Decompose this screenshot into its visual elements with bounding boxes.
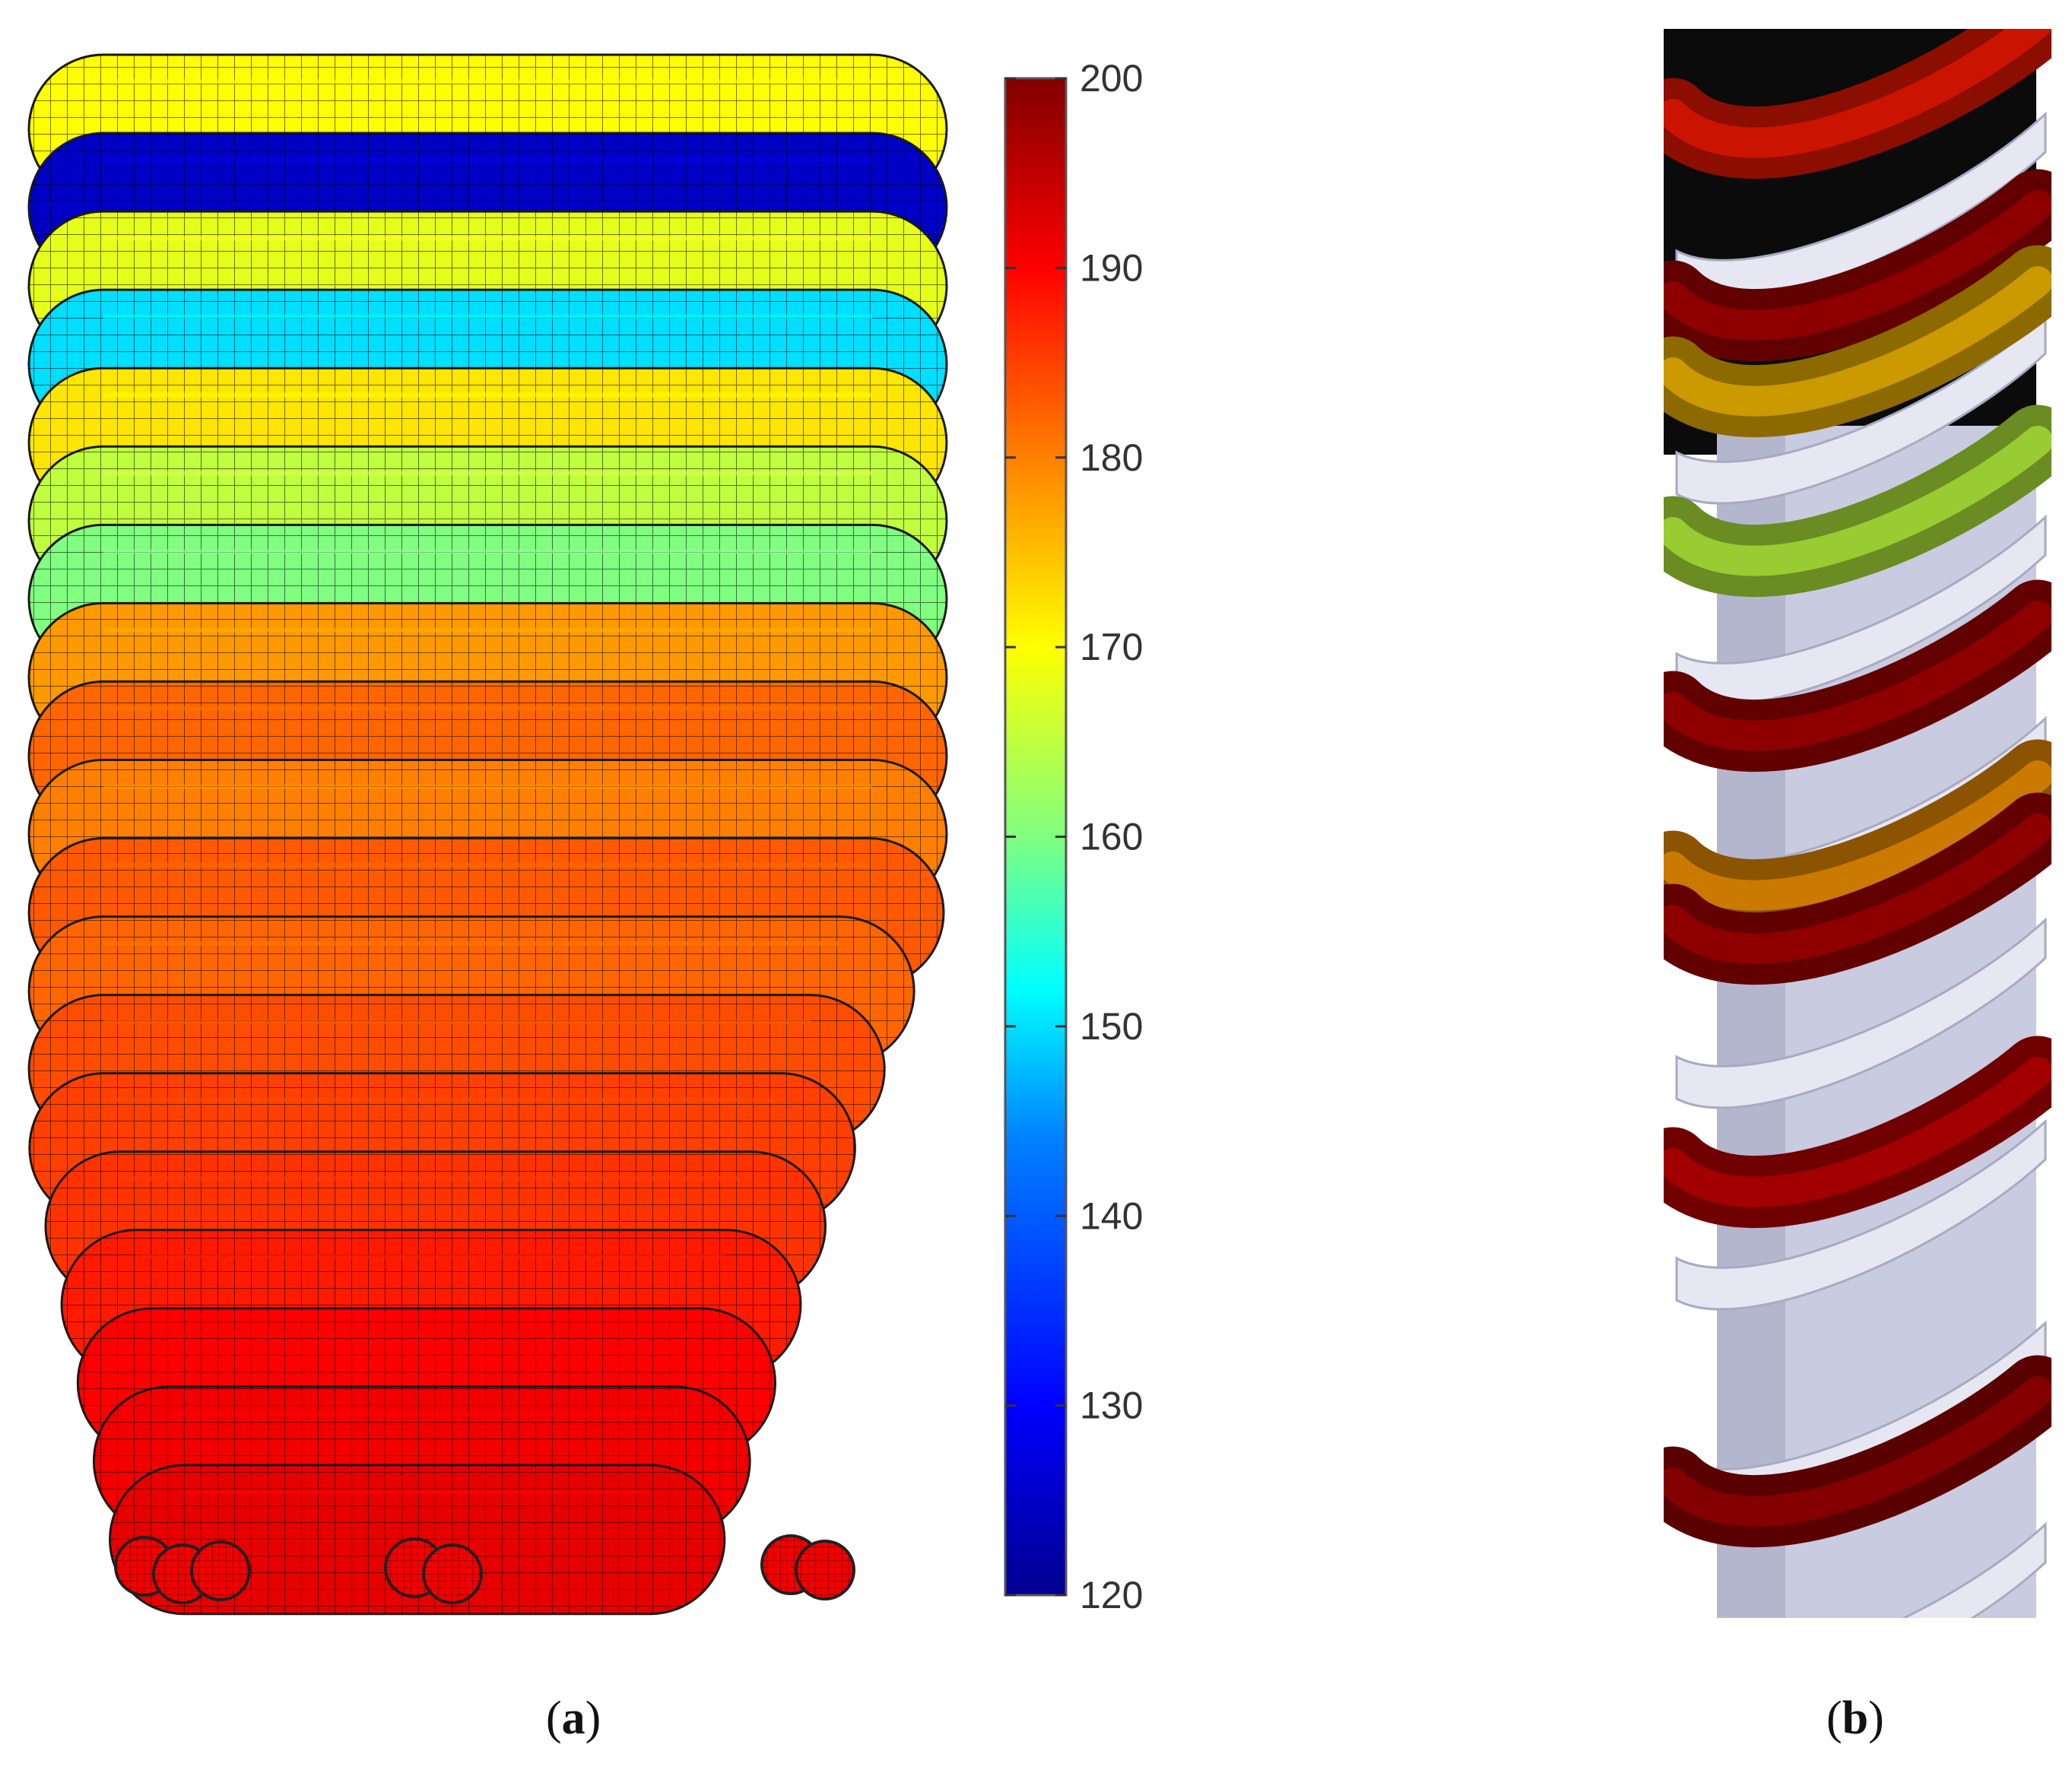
caption-a: (a): [546, 1692, 601, 1744]
streamtubes: [1664, 29, 2051, 1548]
colorbar-tick-label: 180: [1080, 436, 1143, 479]
streamtube-core: [1664, 760, 2051, 911]
streamtube-core: [1664, 814, 2051, 964]
colorbar-tick-label: 170: [1080, 626, 1143, 668]
coil-tube-ends: [114, 1534, 855, 1604]
colorbar: 200 190 180 170 160 150 140 130 120: [1004, 57, 1143, 1616]
shaft-flight: [1675, 917, 2047, 1109]
shaft-flight: [1675, 312, 2047, 505]
colorbar-tick-label: 190: [1080, 246, 1143, 289]
tube-end-mesh: [424, 1545, 481, 1603]
tube-end-mesh: [796, 1541, 854, 1599]
colorbar-ticks: 200 190 180 170 160 150 140 130 120: [1005, 57, 1143, 1616]
panel-a-coil-temperature-render: [27, 53, 948, 1616]
colorbar-tick-label: 140: [1080, 1194, 1143, 1237]
shaft-flight: [1901, 1521, 2047, 1618]
colorbar-tick-label: 160: [1080, 816, 1143, 858]
colorbar-tick-label: 200: [1080, 57, 1143, 100]
streamtube-core: [1664, 426, 2051, 576]
colorbar-tick-label: 150: [1080, 1005, 1143, 1048]
streamtube-core: [1664, 1057, 2051, 1207]
coil-layers: [27, 53, 948, 1616]
shaft-flight: [1675, 1118, 2047, 1311]
streamtube-core: [1664, 190, 2051, 341]
colorbar-tick-label: 120: [1080, 1574, 1143, 1616]
streamtube-core: [1664, 266, 2051, 417]
streamtube-core: [1664, 1376, 2051, 1527]
panel-b-spiral-shaft-render: [1664, 29, 2051, 1618]
caption-b: (b): [1826, 1692, 1884, 1744]
shaft-shadow: [1717, 426, 1785, 1618]
streamtube-core: [1664, 601, 2051, 751]
tube-end-mesh: [192, 1542, 249, 1600]
colorbar-tick-label: 130: [1080, 1385, 1143, 1427]
streamtube-core: [1664, 29, 2051, 158]
